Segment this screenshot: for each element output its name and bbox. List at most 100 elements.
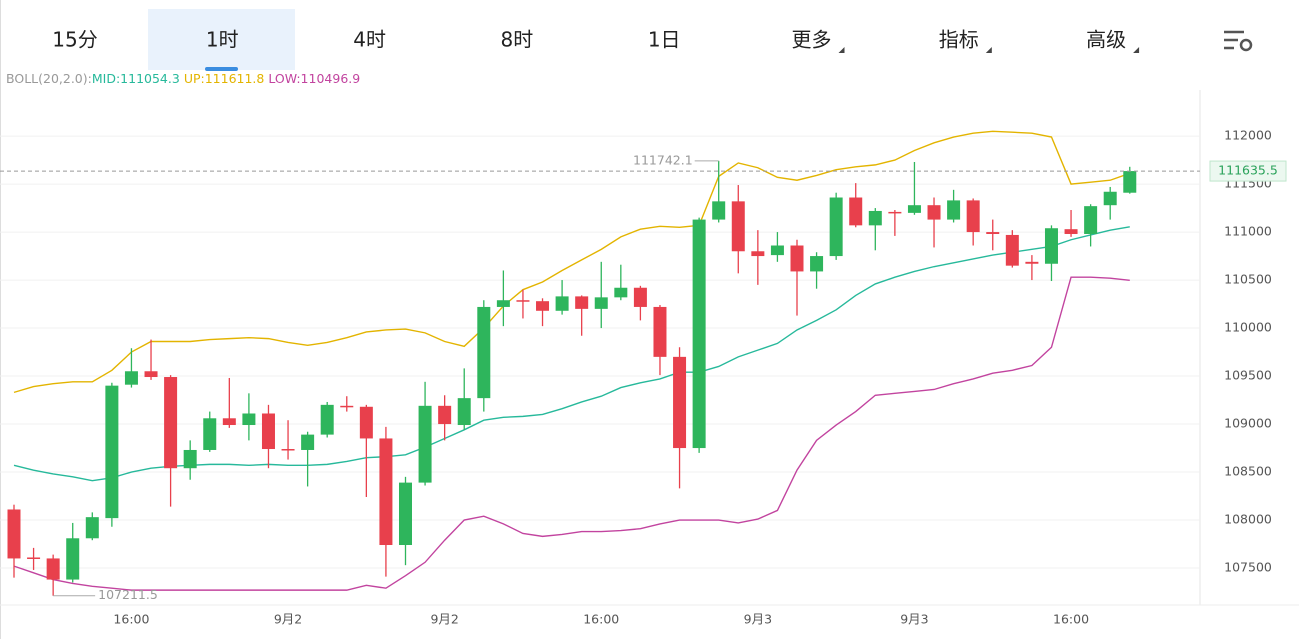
candle-body [27,557,41,559]
candle-body [653,306,667,357]
candle-body [1103,191,1117,206]
x-tick-label: 9月3 [744,612,772,627]
tab[interactable]: 4时 [353,28,386,52]
candle-body [301,434,315,450]
dropdown-marker [838,47,845,53]
candle-body [242,413,256,426]
candle-body [124,371,138,385]
dropdown-marker [985,47,992,53]
x-tick-label: 9月3 [900,612,928,627]
candle-body [1064,229,1078,234]
x-tick-label: 16:00 [1053,612,1089,627]
legend-entry: MID:111054.3 [92,71,180,86]
candle-body [555,296,569,311]
candle-body [222,418,236,426]
candle-body [7,509,21,559]
y-tick-label: 112000 [1224,128,1272,143]
candle-body [751,251,765,257]
candle-body [1084,206,1098,234]
candle-body [614,287,628,298]
y-tick-label: 110000 [1224,320,1272,335]
y-tick-label: 109000 [1224,416,1272,431]
tab[interactable]: 1日 [648,28,681,52]
dropdown-marker [1133,47,1140,53]
candle-body [966,200,980,233]
indicator-legend: BOLL(20,2.0):MID:111054.3 UP:111611.8 LOW:… [6,71,360,86]
candle-body [1123,171,1137,193]
candle-body [320,404,334,435]
last-price-box [1209,160,1287,182]
candle-body [575,296,589,309]
candle-body [85,517,99,539]
candle-body [731,201,745,252]
settings-icon[interactable] [1224,30,1253,52]
candle-body [164,377,178,469]
legend-entry: LOW:110496.9 [268,71,360,86]
tab[interactable]: 更多 [792,28,832,52]
candle-body [46,558,60,580]
tab[interactable]: 指标 [939,28,979,52]
candle-body [516,300,530,302]
candle-body [379,438,393,546]
candle-body [888,211,902,214]
candle-body [418,405,432,483]
candle-body [1005,234,1019,266]
candle-body [927,205,941,220]
x-tick-label: 16:00 [583,612,619,627]
candle-body [712,201,726,220]
boll-line [13,276,1130,591]
high-marker-label: 111742.1 [633,152,693,167]
candle-body [594,297,608,309]
x-tick-label: 9月2 [430,612,458,627]
y-tick-label: 108500 [1224,464,1272,479]
x-tick-label: 16:00 [113,612,149,627]
boll-line [13,130,1131,394]
candle-body [261,413,275,450]
candle-body [770,245,784,256]
candle-body [144,371,158,378]
candle-body [633,287,647,307]
x-tick-label: 9月2 [274,612,302,627]
candle-body [340,405,354,408]
candle-body [399,482,412,546]
tab[interactable]: 1时 [206,28,239,52]
candle-body [1044,228,1058,264]
tab[interactable]: 15分 [52,28,97,52]
y-tick-label: 110500 [1224,272,1272,287]
y-tick-label: 107500 [1224,560,1272,575]
candle-body [1025,261,1039,264]
candle-body [203,418,217,450]
candle-body [66,538,80,580]
candle-body [438,405,452,425]
candle-body [536,301,550,311]
candle-body [692,219,706,449]
indicator-name: BOLL(20,2.0): [6,71,92,86]
candle-body [496,300,510,307]
candle-body [457,398,471,426]
y-tick-label: 109500 [1224,368,1272,383]
candle-body [281,449,295,451]
candle-body [673,356,687,449]
candle-body [790,245,804,272]
boll-line [13,226,1130,482]
candle-body [829,197,843,257]
candle-body [868,210,882,226]
candle-body [359,406,373,439]
candle-body [986,232,1000,234]
candle-body [477,306,491,399]
last-price-label: 111635.5 [1218,163,1278,178]
candle-body [947,200,961,220]
tab[interactable]: 高级 [1086,28,1126,52]
selected-tab-bg [148,9,295,70]
candle-body [849,197,863,226]
candle-body [105,385,119,519]
selected-tab-indicator [205,67,238,71]
candle-body [907,205,921,213]
y-tick-label: 111000 [1224,224,1272,239]
legend-entry: UP:111611.8 [184,71,265,86]
low-marker-label: 107211.5 [98,587,158,602]
candle-body [810,256,824,272]
tab[interactable]: 8时 [501,28,534,52]
